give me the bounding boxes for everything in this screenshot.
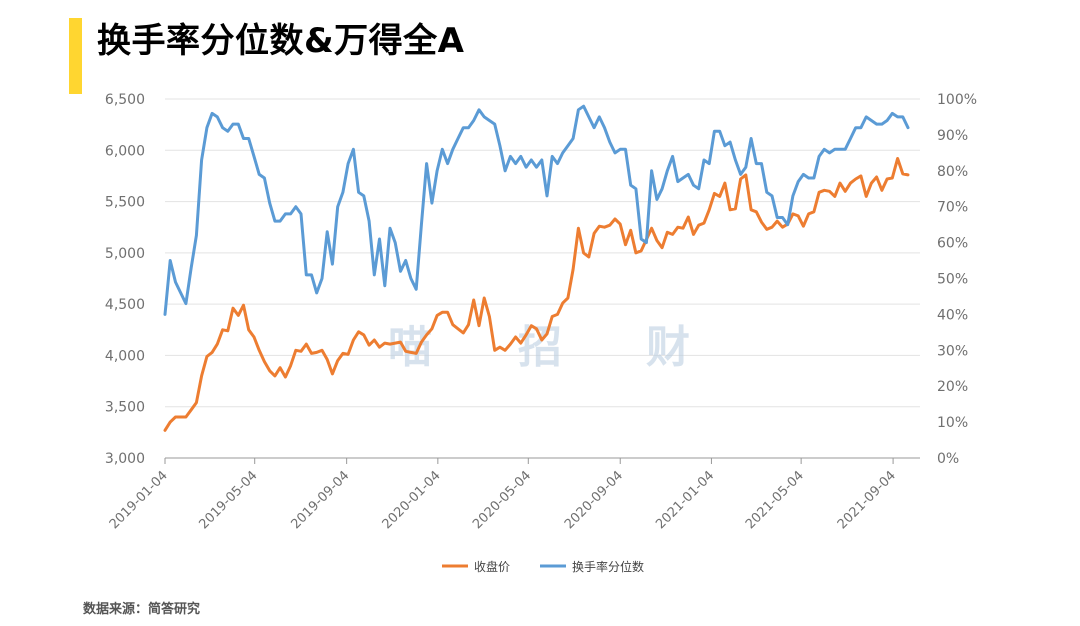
series-line-turnover-percentile xyxy=(163,104,910,316)
legend: 收盘价 换手率分位数 xyxy=(442,559,644,574)
y-left-tick-label: 5,500 xyxy=(105,195,145,211)
x-tick-label: 2020-09-04 xyxy=(562,468,626,532)
y-right-tick-label: 90% xyxy=(937,128,968,144)
x-tick-label: 2021-01-04 xyxy=(653,468,717,532)
x-tick-label: 2019-09-04 xyxy=(288,468,352,532)
x-tick-label: 2020-05-04 xyxy=(470,468,534,532)
x-tick-label: 2019-01-04 xyxy=(107,468,171,532)
chart-title: 换手率分位数&万得全A xyxy=(97,21,465,61)
series-lines xyxy=(163,104,910,432)
y-left-tick-label: 5,000 xyxy=(105,246,145,262)
y-left-tick-label: 3,500 xyxy=(105,400,145,416)
x-tick-label: 2021-09-04 xyxy=(835,468,899,532)
x-tick-label: 2020-01-04 xyxy=(380,468,444,532)
y-left-tick-label: 3,000 xyxy=(105,451,145,467)
x-tick-label: 2019-05-04 xyxy=(196,468,260,532)
y-axis-right: 0% 10% 20% 30% 40% 50% 60% 70% 80% 90% 100% xyxy=(937,92,977,467)
y-right-tick-label: 20% xyxy=(937,379,968,395)
legend-label: 换手率分位数 xyxy=(572,559,644,574)
y-axis-left: 3,000 3,500 4,000 4,500 5,000 5,500 6,000 6,500 xyxy=(105,92,145,467)
y-right-tick-label: 50% xyxy=(937,272,968,288)
data-source: 数据来源：简答研究 xyxy=(83,602,201,617)
watermark: 喵招财 xyxy=(388,322,690,373)
y-left-tick-label: 6,500 xyxy=(105,92,145,108)
y-right-tick-label: 70% xyxy=(937,200,968,216)
series-line-close-price xyxy=(163,157,910,432)
watermark-char: 招 xyxy=(518,322,562,373)
y-right-tick-label: 60% xyxy=(937,236,968,252)
y-right-tick-label: 10% xyxy=(937,415,968,431)
grid-lines xyxy=(165,98,920,459)
watermark-char: 财 xyxy=(646,322,690,373)
y-right-tick-label: 40% xyxy=(937,307,968,323)
y-left-tick-label: 4,000 xyxy=(105,348,145,364)
title-accent-bar xyxy=(69,18,82,94)
y-right-tick-label: 0% xyxy=(937,451,959,467)
y-left-tick-label: 6,000 xyxy=(105,143,145,159)
x-tick-label: 2021-05-04 xyxy=(743,468,807,532)
legend-label: 收盘价 xyxy=(474,559,510,574)
y-right-tick-label: 100% xyxy=(937,92,977,108)
y-right-tick-label: 80% xyxy=(937,164,968,180)
y-right-tick-label: 30% xyxy=(937,343,968,359)
x-axis: 2019-01-04 2019-05-04 2019-09-04 2020-01-04… xyxy=(107,457,920,532)
y-left-tick-label: 4,500 xyxy=(105,297,145,313)
watermark-char: 喵 xyxy=(388,322,432,373)
